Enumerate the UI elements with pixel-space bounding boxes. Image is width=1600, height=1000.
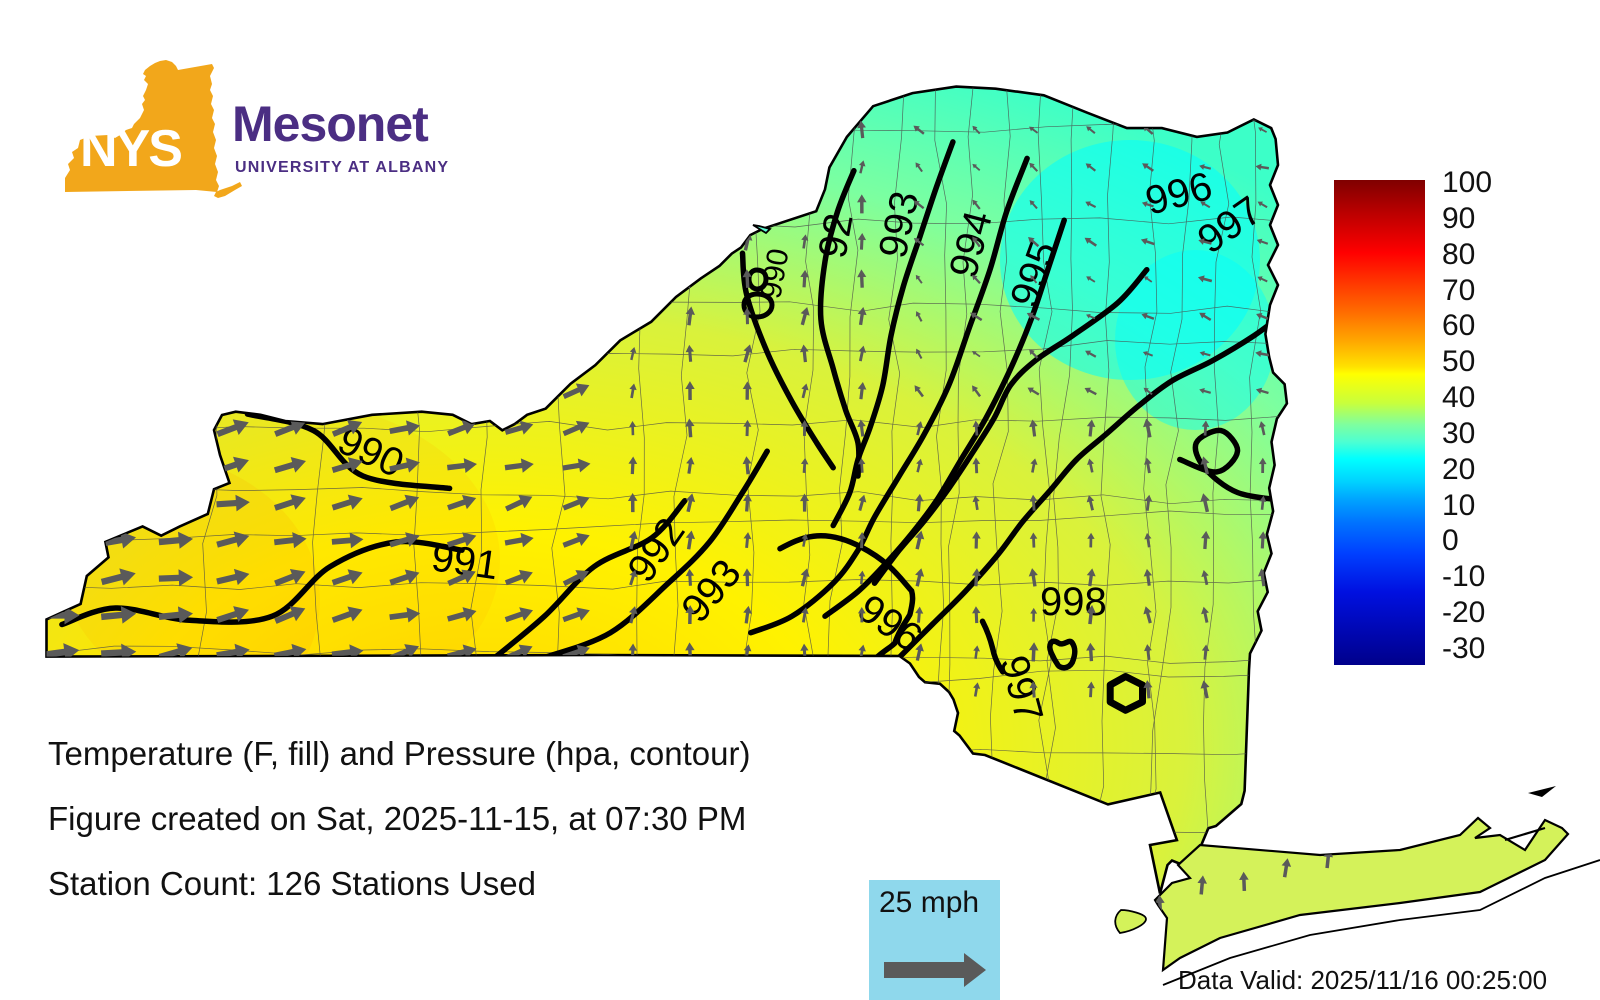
svg-text:92: 92 — [811, 210, 862, 261]
svg-text:998: 998 — [1040, 580, 1107, 624]
svg-text:991: 991 — [429, 535, 501, 588]
svg-text:998: 998 — [1296, 358, 1375, 426]
